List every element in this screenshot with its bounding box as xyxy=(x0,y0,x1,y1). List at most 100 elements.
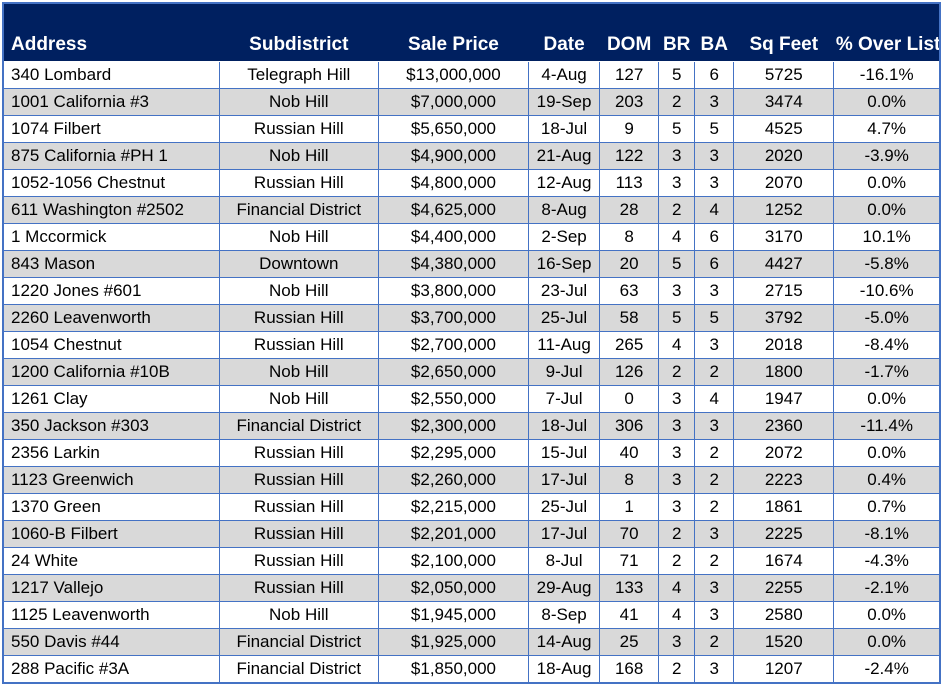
cell-br[interactable]: 2 xyxy=(658,88,696,116)
cell-address[interactable]: 1054 Chestnut xyxy=(2,331,220,359)
cell-br[interactable]: 4 xyxy=(658,223,696,251)
cell-sqft[interactable]: 2715 xyxy=(733,277,835,305)
cell-dom[interactable]: 122 xyxy=(599,142,660,170)
cell-subdistrict[interactable]: Russian Hill xyxy=(218,574,379,602)
cell-br[interactable]: 2 xyxy=(658,547,696,575)
cell-sqft[interactable]: 5725 xyxy=(733,61,835,89)
cell-date[interactable]: 16-Sep xyxy=(528,250,601,278)
cell-price[interactable]: $4,800,000 xyxy=(377,169,530,197)
cell-address[interactable]: 1052-1056 Chestnut xyxy=(2,169,220,197)
cell-date[interactable]: 8-Jul xyxy=(528,547,601,575)
cell-subdistrict[interactable]: Nob Hill xyxy=(218,601,379,629)
cell-sqft[interactable]: 1207 xyxy=(733,655,835,684)
cell-sqft[interactable]: 3170 xyxy=(733,223,835,251)
cell-overlist[interactable]: 0.4% xyxy=(833,466,941,494)
cell-date[interactable]: 25-Jul xyxy=(528,493,601,521)
cell-ba[interactable]: 5 xyxy=(694,115,735,143)
cell-dom[interactable]: 71 xyxy=(599,547,660,575)
cell-overlist[interactable]: -16.1% xyxy=(833,61,941,89)
column-header-subdistrict[interactable]: Subdistrict xyxy=(219,3,379,62)
cell-ba[interactable]: 3 xyxy=(694,412,735,440)
column-header-ba[interactable]: BA xyxy=(694,3,734,62)
cell-dom[interactable]: 20 xyxy=(599,250,660,278)
cell-br[interactable]: 4 xyxy=(658,601,696,629)
cell-overlist[interactable]: -2.4% xyxy=(833,655,941,684)
cell-address[interactable]: 1261 Clay xyxy=(2,385,220,413)
cell-address[interactable]: 2356 Larkin xyxy=(2,439,220,467)
cell-sqft[interactable]: 2070 xyxy=(733,169,835,197)
cell-date[interactable]: 12-Aug xyxy=(528,169,601,197)
cell-date[interactable]: 21-Aug xyxy=(528,142,601,170)
cell-sqft[interactable]: 1861 xyxy=(733,493,835,521)
cell-dom[interactable]: 203 xyxy=(599,88,660,116)
cell-date[interactable]: 8-Sep xyxy=(528,601,601,629)
cell-date[interactable]: 25-Jul xyxy=(528,304,601,332)
cell-address[interactable]: 1060-B Filbert xyxy=(2,520,220,548)
cell-subdistrict[interactable]: Financial District xyxy=(218,412,379,440)
cell-address[interactable]: 1370 Green xyxy=(2,493,220,521)
cell-dom[interactable]: 70 xyxy=(599,520,660,548)
cell-date[interactable]: 23-Jul xyxy=(528,277,601,305)
cell-br[interactable]: 5 xyxy=(658,61,696,89)
cell-address[interactable]: 550 Davis #44 xyxy=(2,628,220,656)
cell-sqft[interactable]: 2255 xyxy=(733,574,835,602)
cell-price[interactable]: $13,000,000 xyxy=(377,61,530,89)
cell-overlist[interactable]: -11.4% xyxy=(833,412,941,440)
cell-price[interactable]: $2,295,000 xyxy=(377,439,530,467)
cell-price[interactable]: $4,400,000 xyxy=(377,223,530,251)
cell-overlist[interactable]: 0.7% xyxy=(833,493,941,521)
cell-ba[interactable]: 5 xyxy=(694,304,735,332)
cell-ba[interactable]: 3 xyxy=(694,142,735,170)
cell-subdistrict[interactable]: Telegraph Hill xyxy=(218,61,379,89)
column-header-date[interactable]: Date xyxy=(528,3,600,62)
column-header-price[interactable]: Sale Price xyxy=(378,3,529,62)
cell-ba[interactable]: 4 xyxy=(694,196,735,224)
cell-overlist[interactable]: 0.0% xyxy=(833,628,941,656)
cell-subdistrict[interactable]: Nob Hill xyxy=(218,358,379,386)
cell-overlist[interactable]: -8.4% xyxy=(833,331,941,359)
cell-address[interactable]: 1123 Greenwich xyxy=(2,466,220,494)
cell-br[interactable]: 2 xyxy=(658,520,696,548)
cell-subdistrict[interactable]: Financial District xyxy=(218,655,379,684)
cell-br[interactable]: 3 xyxy=(658,628,696,656)
cell-ba[interactable]: 3 xyxy=(694,520,735,548)
cell-overlist[interactable]: 0.0% xyxy=(833,169,941,197)
cell-br[interactable]: 3 xyxy=(658,385,696,413)
cell-overlist[interactable]: 0.0% xyxy=(833,88,941,116)
cell-ba[interactable]: 2 xyxy=(694,358,735,386)
cell-dom[interactable]: 28 xyxy=(599,196,660,224)
cell-overlist[interactable]: -8.1% xyxy=(833,520,941,548)
cell-date[interactable]: 17-Jul xyxy=(528,520,601,548)
cell-dom[interactable]: 126 xyxy=(599,358,660,386)
cell-dom[interactable]: 41 xyxy=(599,601,660,629)
cell-overlist[interactable]: -1.7% xyxy=(833,358,941,386)
cell-br[interactable]: 3 xyxy=(658,493,696,521)
cell-date[interactable]: 4-Aug xyxy=(528,61,601,89)
cell-address[interactable]: 843 Mason xyxy=(2,250,220,278)
cell-ba[interactable]: 3 xyxy=(694,601,735,629)
cell-ba[interactable]: 6 xyxy=(694,223,735,251)
cell-address[interactable]: 1220 Jones #601 xyxy=(2,277,220,305)
column-header-br[interactable]: BR xyxy=(658,3,695,62)
cell-subdistrict[interactable]: Financial District xyxy=(218,628,379,656)
cell-ba[interactable]: 2 xyxy=(694,547,735,575)
cell-price[interactable]: $4,625,000 xyxy=(377,196,530,224)
column-header-dom[interactable]: DOM xyxy=(599,3,659,62)
cell-ba[interactable]: 3 xyxy=(694,574,735,602)
cell-br[interactable]: 3 xyxy=(658,412,696,440)
cell-price[interactable]: $2,650,000 xyxy=(377,358,530,386)
cell-address[interactable]: 1074 Filbert xyxy=(2,115,220,143)
column-header-sqft[interactable]: Sq Feet xyxy=(733,3,834,62)
cell-date[interactable]: 18-Aug xyxy=(528,655,601,684)
cell-price[interactable]: $2,100,000 xyxy=(377,547,530,575)
cell-sqft[interactable]: 3792 xyxy=(733,304,835,332)
cell-price[interactable]: $3,700,000 xyxy=(377,304,530,332)
cell-subdistrict[interactable]: Russian Hill xyxy=(218,439,379,467)
cell-sqft[interactable]: 1800 xyxy=(733,358,835,386)
cell-price[interactable]: $2,300,000 xyxy=(377,412,530,440)
cell-subdistrict[interactable]: Russian Hill xyxy=(218,520,379,548)
cell-ba[interactable]: 3 xyxy=(694,88,735,116)
cell-overlist[interactable]: -3.9% xyxy=(833,142,941,170)
cell-address[interactable]: 1001 California #3 xyxy=(2,88,220,116)
cell-sqft[interactable]: 4427 xyxy=(733,250,835,278)
